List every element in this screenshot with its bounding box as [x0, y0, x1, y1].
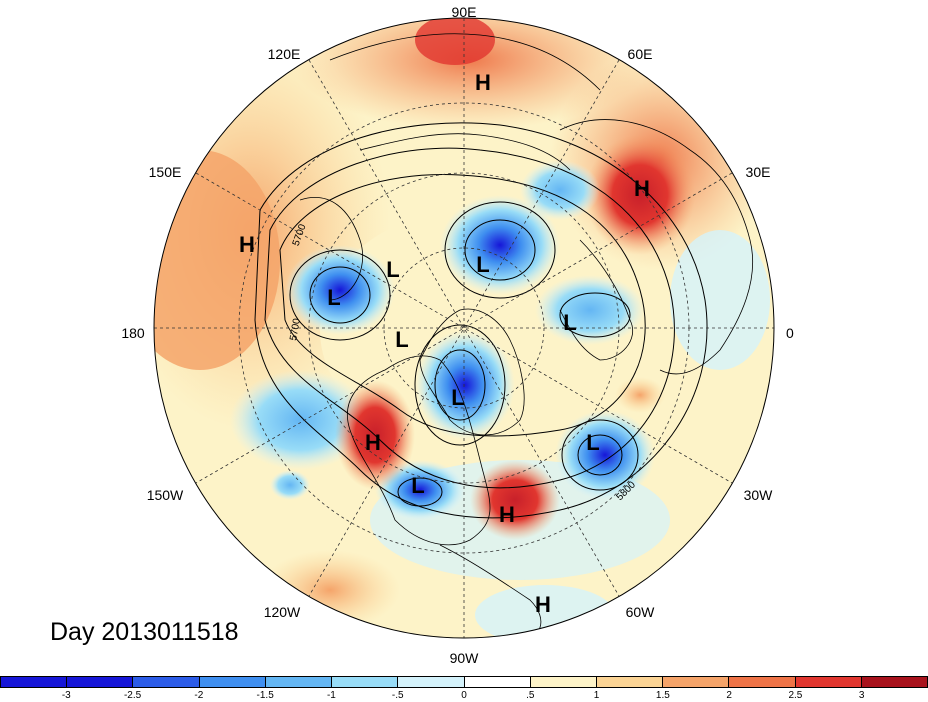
colorbar-swatch	[530, 677, 597, 687]
height-contours	[254, 122, 708, 519]
colorbar-swatch	[464, 677, 531, 687]
pressure-system-label: H	[475, 70, 491, 95]
colorbar-swatch	[795, 677, 862, 687]
anomaly-field	[154, 18, 774, 638]
colorbar-tick-label: -1.5	[256, 690, 274, 701]
pressure-system-label: L	[586, 430, 599, 455]
longitude-label: 60E	[628, 46, 653, 62]
colorbar-swatch	[133, 677, 200, 687]
pressure-system-label: H	[634, 176, 650, 201]
colorbar-swatch	[861, 677, 928, 687]
colorbar-tick-label: 1.5	[655, 690, 670, 701]
longitude-label: 60W	[626, 604, 656, 620]
colorbar-tick-label: 3	[858, 690, 865, 701]
colorbar-tick-label: -2.5	[123, 690, 142, 701]
colorbar-swatch	[729, 677, 796, 687]
colorbar-swatch	[265, 677, 333, 687]
colorbar-tick-label: -1	[326, 690, 336, 701]
colorbar-swatch	[199, 677, 266, 687]
map-title: Day 2013011518	[50, 618, 239, 646]
colorbar	[0, 676, 928, 688]
pressure-system-label: L	[327, 285, 340, 310]
colorbar-swatch	[663, 677, 730, 687]
longitude-label: 120W	[264, 604, 301, 620]
colorbar-swatch	[398, 677, 465, 687]
colorbar-tick-label: -.5	[391, 690, 404, 701]
pressure-system-label: L	[386, 257, 399, 282]
longitude-label: 0	[786, 325, 794, 341]
colorbar-tick-label: 1	[593, 690, 600, 701]
contour-label: 5700	[288, 317, 303, 341]
colorbar-tick-label: 0	[461, 690, 467, 701]
graticule	[154, 18, 774, 638]
colorbar-tick-label: 2.5	[788, 690, 803, 701]
pressure-system-label: H	[535, 592, 551, 617]
longitude-label: 180	[121, 325, 145, 341]
colorbar-swatch	[332, 677, 399, 687]
longitude-label: 150E	[149, 164, 182, 180]
colorbar-tick-label: -2	[194, 690, 204, 701]
colorbar-swatch	[596, 677, 664, 687]
pressure-system-label: L	[395, 327, 408, 352]
longitude-label: 90E	[452, 4, 477, 20]
pressure-system-label: H	[239, 232, 255, 257]
longitude-label: 120E	[268, 46, 301, 62]
colorbar-swatch	[67, 677, 134, 687]
pressure-system-label: L	[451, 385, 464, 410]
pressure-system-label: L	[411, 473, 424, 498]
pressure-system-label: L	[563, 310, 576, 335]
colorbar-tick-label: -3	[61, 690, 71, 701]
pressure-system-label: L	[476, 252, 489, 277]
pressure-system-label: H	[499, 502, 515, 527]
colorbar-tick-label: .5	[526, 690, 535, 701]
longitude-label: 150W	[147, 487, 184, 503]
colorbar-tick-label: 2	[726, 690, 732, 701]
colorbar-labels: -3 -2.5 -2 -1.5 -1 -.5 0 .5 1 1.5 2 2.5 3	[0, 690, 928, 702]
longitude-label: 30W	[744, 487, 774, 503]
colorbar-swatch	[1, 677, 68, 687]
pressure-system-label: H	[365, 430, 381, 455]
map-border	[153, 17, 775, 639]
longitude-label: 90W	[450, 650, 480, 666]
longitude-label: 30E	[746, 164, 771, 180]
